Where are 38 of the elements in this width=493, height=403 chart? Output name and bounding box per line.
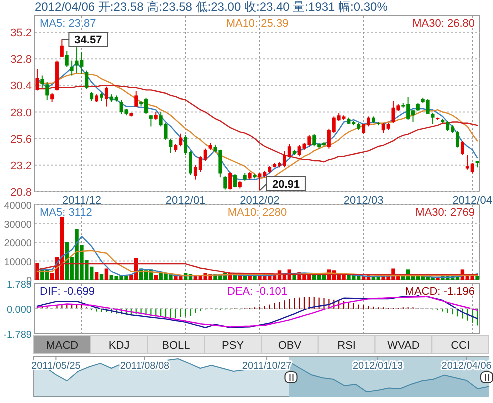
x-tick-label: 2012/03 <box>344 195 384 207</box>
y-tick-label: 30.4 <box>10 80 32 93</box>
text: PSY <box>222 340 245 352</box>
x-tick-label: 2011/12 <box>62 195 102 207</box>
text: CCI <box>451 340 470 352</box>
y-tick-label: 25.6 <box>10 134 32 146</box>
annotation: 34.57 <box>74 34 102 47</box>
y-tick-label: 32.8 <box>10 54 32 66</box>
series-label: DIF: -0.699 <box>40 286 96 298</box>
text: RSI <box>338 340 356 352</box>
text: MA10: 25.39 <box>226 18 289 30</box>
text: MA5: 23.87 <box>40 18 96 30</box>
y-tick-label: 28.0 <box>10 107 32 120</box>
y-tick-label: 20.8 <box>10 187 32 199</box>
text: WVAD <box>388 340 420 352</box>
text: MA10: 2280 <box>228 207 288 219</box>
x-tick-label: 2012/01 <box>166 195 206 207</box>
text: BOLL <box>162 340 190 352</box>
x-tick-label: 2012/01/13 <box>352 361 404 372</box>
text: MA30: 2769 <box>416 207 475 219</box>
x-tick-label: 2012/02 <box>240 195 280 207</box>
y-tick-label: 40000 <box>4 201 32 212</box>
y-tick-label: -1.789 <box>4 330 32 341</box>
text: MACD <box>46 340 79 352</box>
y-tick-label: 10000 <box>4 257 32 268</box>
series-label: MACD: -1.196 <box>405 286 475 298</box>
y-tick-label: 0.000 <box>6 305 32 316</box>
y-tick-label: 23.2 <box>10 160 32 172</box>
text: MA30: 26.80 <box>412 18 475 30</box>
x-tick-label: 2012/04 <box>452 195 492 207</box>
y-tick-label: 35.2 <box>10 28 32 40</box>
text: KDJ <box>108 340 130 352</box>
chart-title: 2012/04/06 开:23.58 高:23.58 低:23.00 收:23.40 量:1931 幅:0.30% <box>35 0 388 14</box>
text: OBV <box>278 340 302 352</box>
series-label: DEA: -0.101 <box>228 286 288 298</box>
annotation: 20.91 <box>272 179 300 191</box>
y-tick-label: 20000 <box>4 238 32 250</box>
y-tick-label: 30000 <box>4 220 32 231</box>
